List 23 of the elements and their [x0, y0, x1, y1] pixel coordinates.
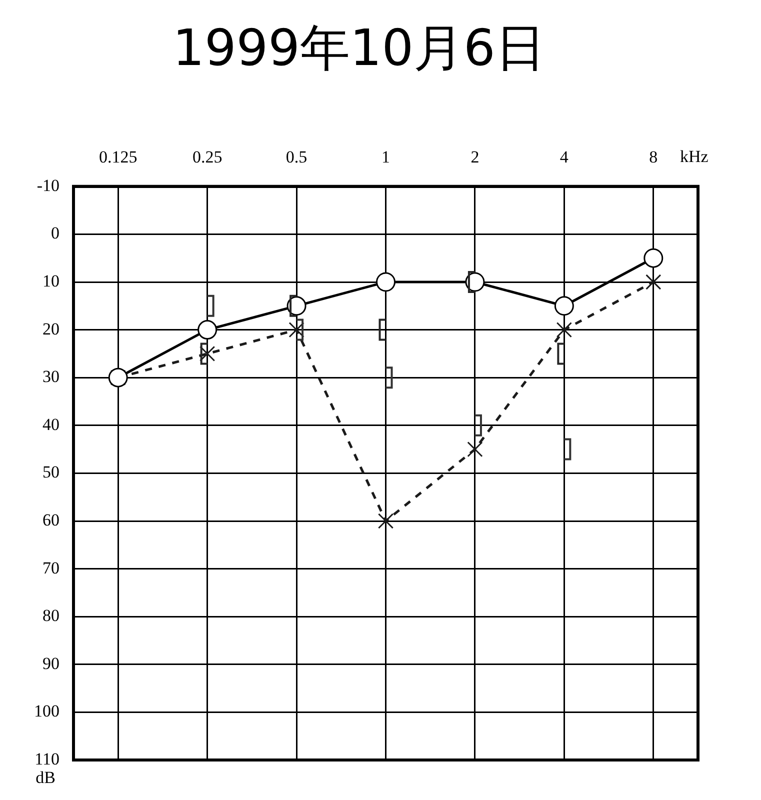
x-axis-title: kHz: [680, 146, 709, 166]
y-tick-label: 100: [34, 702, 60, 721]
y-tick-label: -10: [36, 176, 60, 195]
y-tick-label: 40: [42, 414, 60, 434]
y-tick-label: 50: [42, 462, 60, 482]
x-tick-label: 0.25: [192, 148, 222, 167]
y-tick-label: 30: [42, 367, 60, 386]
y-tick-label: 80: [42, 606, 60, 626]
y-tick-label: 10: [42, 271, 60, 290]
y-axis-title: dB: [36, 768, 56, 787]
x-tick-label: 0.5: [286, 148, 308, 167]
chart-title: 1999年10月6日: [172, 18, 546, 77]
x-tick-label: 4: [560, 148, 569, 167]
x-tick-label: 2: [470, 148, 480, 167]
y-tick-label: 90: [42, 654, 60, 673]
x-tick-label: 8: [649, 148, 658, 167]
y-tick-label: 20: [42, 319, 60, 338]
y-tick-label: 60: [42, 510, 60, 530]
y-tick-label: 70: [42, 558, 60, 578]
x-tick-label: 0.125: [98, 148, 138, 167]
y-tick-label: 0: [51, 224, 60, 243]
y-tick-label: 110: [34, 749, 60, 768]
x-tick-label: 1: [382, 148, 390, 167]
